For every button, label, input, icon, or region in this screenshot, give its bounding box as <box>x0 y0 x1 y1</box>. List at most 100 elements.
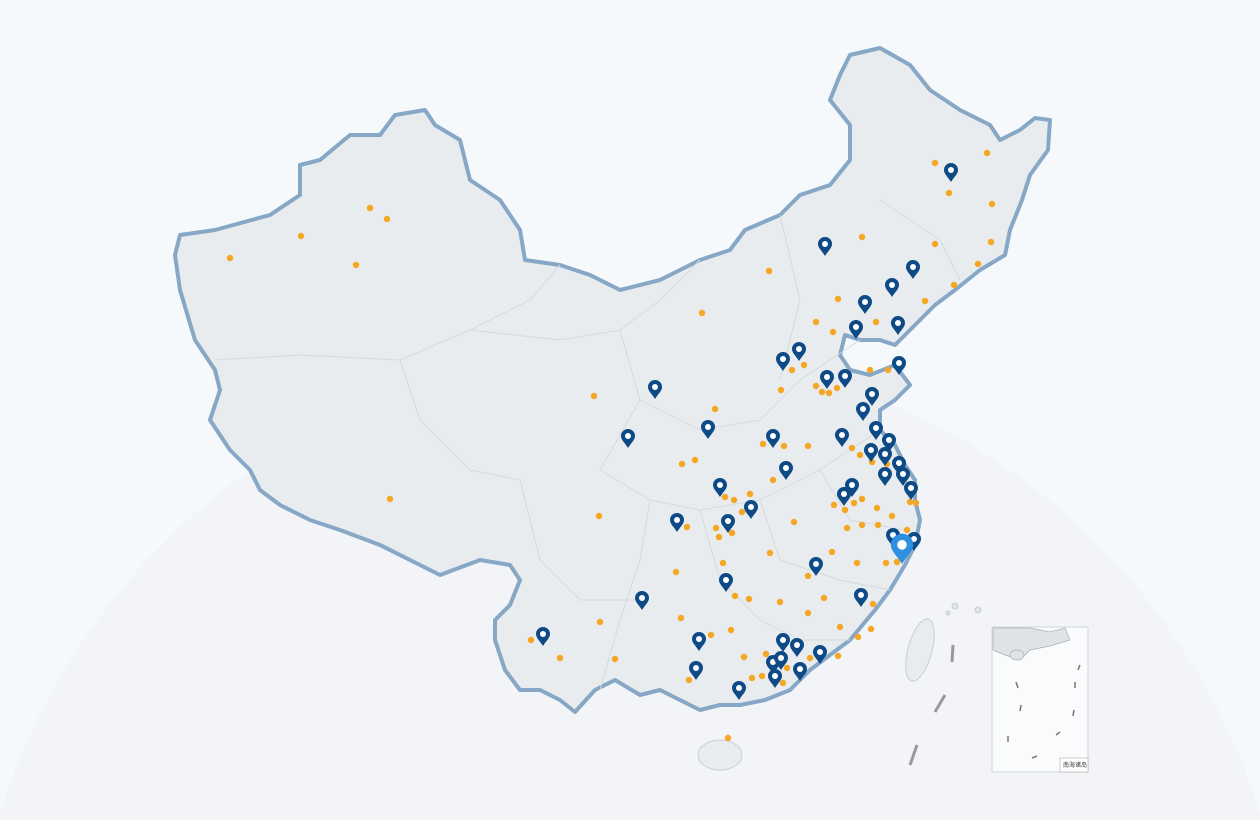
map-pin-icon[interactable] <box>838 369 852 388</box>
location-dot-icon[interactable] <box>987 238 995 246</box>
map-pin-icon[interactable] <box>536 627 550 646</box>
map-pin-icon[interactable] <box>792 342 806 361</box>
map-pin-icon[interactable] <box>907 532 921 551</box>
map-pin-icon[interactable] <box>732 681 746 700</box>
map-pin-icon[interactable] <box>837 487 851 506</box>
map-pin-icon[interactable] <box>648 380 662 399</box>
location-dot-icon[interactable] <box>841 506 849 514</box>
map-pin-icon[interactable] <box>878 467 892 486</box>
location-dot-icon[interactable] <box>858 521 866 529</box>
map-pin-icon[interactable] <box>820 370 834 389</box>
location-dot-icon[interactable] <box>758 672 766 680</box>
location-dot-icon[interactable] <box>867 625 875 633</box>
location-dot-icon[interactable] <box>858 495 866 503</box>
location-dot-icon[interactable] <box>691 456 699 464</box>
location-dot-icon[interactable] <box>712 524 720 532</box>
map-pin-icon[interactable] <box>856 402 870 421</box>
location-dot-icon[interactable] <box>707 631 715 639</box>
map-pin-icon[interactable] <box>701 420 715 439</box>
selected-map-pin-icon[interactable] <box>890 533 914 564</box>
location-dot-icon[interactable] <box>596 618 604 626</box>
location-dot-icon[interactable] <box>297 232 305 240</box>
location-dot-icon[interactable] <box>800 361 808 369</box>
location-dot-icon[interactable] <box>834 295 842 303</box>
location-dot-icon[interactable] <box>866 366 874 374</box>
location-dot-icon[interactable] <box>731 592 739 600</box>
location-dot-icon[interactable] <box>858 233 866 241</box>
location-dot-icon[interactable] <box>945 189 953 197</box>
map-pin-icon[interactable] <box>818 237 832 256</box>
location-dot-icon[interactable] <box>748 674 756 682</box>
map-pin-icon[interactable] <box>858 295 872 314</box>
location-dot-icon[interactable] <box>830 501 838 509</box>
map-pin-icon[interactable] <box>892 356 906 375</box>
location-dot-icon[interactable] <box>715 533 723 541</box>
location-dot-icon[interactable] <box>874 521 882 529</box>
south-china-sea-inset[interactable]: 南海诸岛 <box>991 626 1089 773</box>
location-dot-icon[interactable] <box>950 281 958 289</box>
map-pin-icon[interactable] <box>849 320 863 339</box>
map-pin-icon[interactable] <box>713 478 727 497</box>
location-dot-icon[interactable] <box>834 652 842 660</box>
location-dot-icon[interactable] <box>833 384 841 392</box>
map-pin-icon[interactable] <box>904 481 918 500</box>
location-dot-icon[interactable] <box>903 526 911 534</box>
taiwan-island[interactable] <box>900 616 940 684</box>
location-dot-icon[interactable] <box>828 548 836 556</box>
location-dot-icon[interactable] <box>806 654 814 662</box>
location-dot-icon[interactable] <box>812 382 820 390</box>
location-dot-icon[interactable] <box>678 460 686 468</box>
location-dot-icon[interactable] <box>677 614 685 622</box>
map-pin-icon[interactable] <box>892 456 906 475</box>
location-dot-icon[interactable] <box>766 549 774 557</box>
location-dot-icon[interactable] <box>931 240 939 248</box>
location-dot-icon[interactable] <box>856 451 864 459</box>
location-dot-icon[interactable] <box>780 442 788 450</box>
location-dot-icon[interactable] <box>352 261 360 269</box>
location-dot-icon[interactable] <box>850 499 858 507</box>
location-dot-icon[interactable] <box>988 200 996 208</box>
location-dot-icon[interactable] <box>804 442 812 450</box>
location-dot-icon[interactable] <box>727 626 735 634</box>
location-dot-icon[interactable] <box>783 664 791 672</box>
location-dot-icon[interactable] <box>611 655 619 663</box>
location-dot-icon[interactable] <box>853 559 861 567</box>
location-dot-icon[interactable] <box>836 623 844 631</box>
location-dot-icon[interactable] <box>872 318 880 326</box>
map-pin-icon[interactable] <box>744 500 758 519</box>
location-dot-icon[interactable] <box>759 440 767 448</box>
location-dot-icon[interactable] <box>719 559 727 567</box>
location-dot-icon[interactable] <box>765 267 773 275</box>
location-dot-icon[interactable] <box>730 496 738 504</box>
location-dot-icon[interactable] <box>818 388 826 396</box>
location-dot-icon[interactable] <box>556 654 564 662</box>
mainland-outline[interactable] <box>173 46 1052 771</box>
map-pin-icon[interactable] <box>721 514 735 533</box>
location-dot-icon[interactable] <box>931 159 939 167</box>
map-pin-icon[interactable] <box>845 478 859 497</box>
location-dot-icon[interactable] <box>906 498 914 506</box>
location-dot-icon[interactable] <box>788 366 796 374</box>
map-pin-icon[interactable] <box>864 443 878 462</box>
location-dot-icon[interactable] <box>983 149 991 157</box>
location-dot-icon[interactable] <box>672 568 680 576</box>
map-pin-icon[interactable] <box>670 513 684 532</box>
map-pin-icon[interactable] <box>869 421 883 440</box>
location-dot-icon[interactable] <box>746 490 754 498</box>
map-pin-icon[interactable] <box>878 447 892 466</box>
location-dot-icon[interactable] <box>698 309 706 317</box>
map-pin-icon[interactable] <box>854 588 868 607</box>
location-dot-icon[interactable] <box>762 650 770 658</box>
location-dot-icon[interactable] <box>829 328 837 336</box>
map-pin-icon[interactable] <box>793 662 807 681</box>
map-pin-icon[interactable] <box>719 573 733 592</box>
map-pin-icon[interactable] <box>776 352 790 371</box>
location-dot-icon[interactable] <box>226 254 234 262</box>
location-dot-icon[interactable] <box>974 260 982 268</box>
map-pin-icon[interactable] <box>835 428 849 447</box>
location-dot-icon[interactable] <box>848 444 856 452</box>
location-dot-icon[interactable] <box>873 504 881 512</box>
map-pin-icon[interactable] <box>776 633 790 652</box>
map-pin-icon[interactable] <box>809 557 823 576</box>
